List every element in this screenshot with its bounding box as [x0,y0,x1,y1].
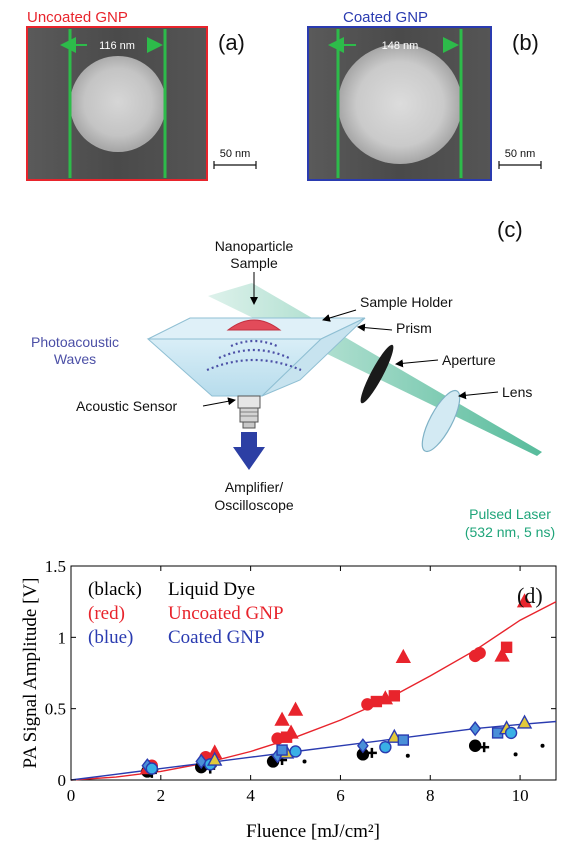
nanoparticle-sample [226,319,282,331]
legend-name-uncoated: Uncoated GNP [168,603,284,624]
plot-frame [70,565,557,781]
legend-name-coated: Coated GNP [168,627,265,648]
sample-label-line2: Sample [230,255,278,271]
data-point-uncoated-gnp [377,690,394,705]
x-tick-label: 8 [426,786,435,805]
data-point-liquid-dye [468,739,482,752]
legend-color-black: (black) [88,579,142,600]
data-point-liquid-dye [405,753,410,758]
panel-b: Coated GNP 148 nm (b) 50 nm [307,9,542,181]
lens-pointer [458,391,499,400]
acoustic-sensor [237,395,261,429]
scale-bar-label: 50 nm [505,148,536,160]
width-label: 116 nm [99,40,135,52]
lens-label: Lens [502,384,532,400]
data-point-coated-gnp [207,751,223,766]
legend-name-dye: Liquid Dye [168,579,255,600]
panel-c: (c) [31,217,555,540]
data-point-liquid-dye [540,743,545,748]
data-point-uncoated-gnp [283,724,299,739]
scale-bar-label: 50 nm [220,148,251,160]
data-point-coated-gnp [145,762,159,775]
data-point-uncoated-gnp [388,690,401,702]
y-tick-label: 0 [58,771,67,790]
amplifier-label-line2: Oscilloscope [214,497,294,513]
y-tick-label: 1 [58,628,67,647]
panel-d: 0 2 4 6 8 10 0 0.5 1 1.5 (d) (black) Liquid Dye … [20,557,557,842]
data-point-liquid-dye [513,752,518,757]
data-point-liquid-dye [479,742,490,753]
data-point-coated-gnp [289,745,302,758]
data-point-coated-gnp [195,753,208,770]
panel-b-frame [307,26,492,181]
plot-area: 0 2 4 6 8 10 0 0.5 1 1.5 [45,557,557,805]
width-label: 148 nm [382,40,419,52]
aperture-label: Aperture [442,352,496,368]
sensor-label: Acoustic Sensor [76,398,177,414]
data-point-coated-gnp [379,740,392,754]
data-point-coated-gnp [504,726,518,740]
data-point-coated-gnp [276,744,288,756]
holder-label: Sample Holder [360,294,453,310]
data-point-coated-gnp [397,734,410,746]
aperture [360,344,394,404]
panel-a: Uncoated GNP 116 nm (a) 50 nm [26,9,257,181]
waves-label-line2: Waves [54,351,96,367]
data-point-liquid-dye [302,759,307,764]
data-point-coated-gnp [516,714,533,729]
x-tick-label: 6 [336,786,345,805]
panel-a-frame [26,26,208,181]
sensor-pointer [202,397,236,407]
x-axis-label: Fluence [mJ/cm²] [246,821,380,842]
panel-b-title: Coated GNP [343,9,428,26]
waves-label-line1: Photoacoustic [31,334,119,350]
x-tick-label: 4 [246,786,255,805]
data-point-coated-gnp [469,720,482,737]
uncoated-nanoparticle [70,56,166,152]
prism-pointer [357,323,393,332]
data-point-liquid-dye [366,747,377,758]
data-point-uncoated-gnp [500,641,513,654]
laser-label-line2: (532 nm, 5 ns) [465,524,555,540]
aperture-pointer [395,359,439,368]
data-point-coated-gnp [357,738,369,754]
data-point-uncoated-gnp [494,647,510,662]
photoacoustic-wavefronts [206,339,302,372]
output-arrow [233,432,265,470]
laser-label-line1: Pulsed Laser [469,506,551,522]
panel-a-tag: (a) [218,30,245,55]
y-tick-label: 0.5 [45,700,66,719]
data-point-uncoated-gnp [287,701,304,716]
legend: (black) Liquid Dye (red) Uncoated GNP (b… [88,579,284,648]
prism-label: Prism [396,320,432,336]
panel-c-tag: (c) [497,217,523,242]
y-axis-label: PA Signal Amplitude [V] [20,578,41,769]
x-tick-label: 0 [67,786,76,805]
data-point-uncoated-gnp [516,593,533,608]
data-point-uncoated-gnp [473,646,486,660]
panel-b-tag: (b) [512,30,539,55]
data-point-uncoated-gnp [395,648,411,664]
sample-label-line1: Nanoparticle [215,238,294,254]
lens [421,389,461,453]
fit-curve-uncoated-gnp [70,601,557,781]
x-tick-label: 2 [157,786,166,805]
data-point-uncoated-gnp [274,711,290,726]
amplifier-label-line1: Amplifier/ [225,479,283,495]
x-tick-label: 10 [512,786,529,805]
legend-color-red: (red) [88,603,125,624]
legend-color-blue: (blue) [88,627,133,648]
data-point-coated-gnp [386,728,403,743]
y-tick-label: 1.5 [45,557,66,576]
panel-d-tag: (d) [517,583,543,608]
holder-pointer [322,309,357,322]
coated-nanoparticle [338,44,462,164]
panel-a-title: Uncoated GNP [27,9,128,26]
